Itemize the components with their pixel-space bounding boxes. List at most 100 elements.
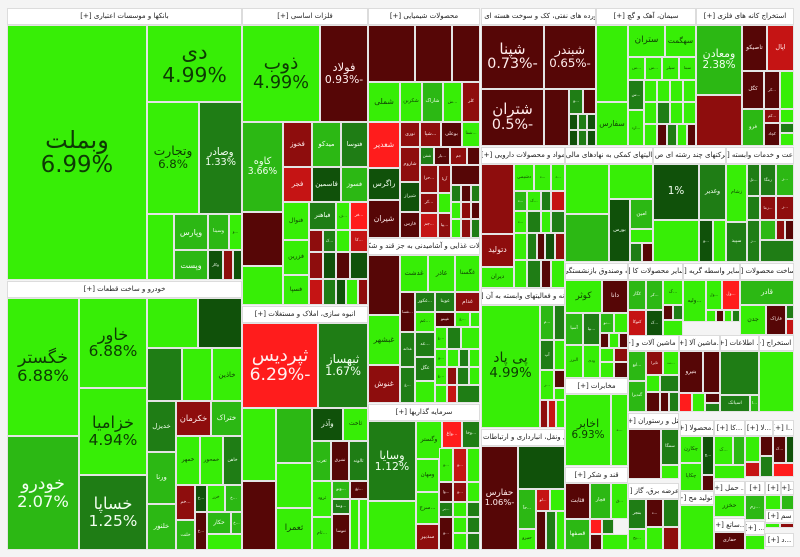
stock-tile[interactable]: ...ق — [611, 483, 628, 519]
stock-tile[interactable] — [551, 211, 565, 233]
stock-tile[interactable] — [368, 501, 416, 550]
stock-tile[interactable]: غدام — [455, 292, 480, 312]
stock-tile[interactable] — [359, 499, 368, 550]
stock-tile[interactable]: خدیزل — [147, 401, 176, 452]
sector-header[interactable]: ...سایر محصولات کا [+] — [628, 263, 683, 280]
stock-tile[interactable] — [630, 243, 642, 262]
stock-tile[interactable]: ...و — [439, 448, 453, 482]
stock-tile[interactable]: ثتوسا — [332, 514, 350, 550]
stock-tile[interactable] — [453, 533, 467, 550]
stock-tile[interactable] — [677, 124, 687, 146]
stock-tile[interactable] — [760, 456, 773, 477]
stock-tile[interactable] — [745, 535, 765, 550]
sector-header[interactable]: ... حمل [+] — [714, 481, 745, 495]
stock-tile[interactable]: ...ک — [646, 310, 663, 336]
stock-tile[interactable] — [198, 298, 242, 348]
sector-header[interactable]: حمل ونقل، انبارداری و ارتباطات [+] — [481, 429, 565, 446]
sector-header[interactable]: مخابرات [+] — [565, 378, 628, 394]
stock-tile[interactable] — [336, 230, 350, 252]
stock-tile[interactable] — [669, 392, 679, 412]
stock-tile[interactable] — [467, 502, 480, 517]
stock-tile[interactable] — [415, 25, 452, 82]
stock-tile[interactable]: شغدیر — [368, 122, 400, 168]
stock-tile[interactable]: وپارس — [174, 214, 208, 250]
stock-tile[interactable] — [470, 312, 480, 327]
stock-tile[interactable]: ...لو — [536, 489, 550, 511]
sector-header[interactable]: ...[+] — [781, 481, 794, 495]
stock-tile[interactable]: غبشهر — [368, 315, 400, 365]
stock-tile[interactable]: سیلر — [662, 57, 679, 80]
stock-tile[interactable]: کوثر — [565, 280, 602, 313]
stock-tile[interactable]: شملی — [368, 82, 400, 122]
stock-tile[interactable] — [578, 130, 587, 146]
stock-tile[interactable] — [657, 102, 670, 124]
stock-tile[interactable] — [760, 220, 776, 240]
stock-tile[interactable]: فولاد -0.93% — [320, 25, 368, 122]
stock-tile[interactable] — [600, 348, 614, 362]
stock-tile[interactable] — [646, 527, 663, 550]
stock-tile[interactable]: ودی — [583, 345, 600, 378]
stock-tile[interactable]: ...فر — [350, 202, 368, 230]
stock-tile[interactable] — [461, 185, 471, 202]
stock-tile[interactable] — [773, 463, 794, 477]
stock-tile[interactable]: ...اتع — [628, 351, 646, 381]
sector-header[interactable]: مواد و محصولات دارویی [+] — [481, 147, 565, 164]
stock-tile[interactable]: غاذر — [428, 255, 455, 292]
stock-tile[interactable] — [600, 362, 614, 378]
stock-tile[interactable]: راگرس — [368, 168, 400, 200]
stock-tile[interactable] — [537, 233, 545, 260]
stock-tile[interactable]: قچار — [590, 483, 611, 519]
stock-tile[interactable] — [447, 385, 457, 403]
stock-tile[interactable]: حتیرو — [518, 529, 536, 550]
stock-tile[interactable]: ثعمرا — [276, 508, 312, 550]
stock-tile[interactable]: حخزر — [714, 495, 745, 517]
stock-tile[interactable] — [350, 252, 368, 279]
stock-tile[interactable]: بورس — [609, 199, 630, 262]
stock-tile[interactable]: قادر — [740, 280, 794, 305]
stock-tile[interactable] — [786, 436, 794, 463]
stock-tile[interactable]: وآذر — [312, 408, 343, 441]
stock-tile[interactable] — [679, 393, 692, 412]
stock-tile[interactable]: ...غسا — [400, 292, 415, 332]
stock-tile[interactable] — [578, 114, 587, 130]
stock-tile[interactable] — [438, 193, 451, 213]
stock-tile[interactable]: فسوز — [341, 167, 368, 202]
stock-tile[interactable]: فاسمین — [312, 167, 341, 202]
stock-tile[interactable]: ستران — [628, 25, 665, 57]
stock-tile[interactable]: ...ش — [443, 82, 462, 122]
stock-tile[interactable]: ثالوند — [349, 441, 368, 481]
stock-tile[interactable] — [471, 219, 480, 238]
stock-tile[interactable]: فباهنر — [309, 202, 336, 230]
sector-header[interactable]: ... [+] — [745, 521, 765, 535]
stock-tile[interactable] — [661, 465, 679, 479]
stock-tile[interactable] — [242, 481, 276, 550]
stock-tile[interactable]: ...م — [540, 305, 554, 340]
stock-tile[interactable]: ...بار — [434, 147, 450, 165]
sector-header[interactable]: ...د [+] — [765, 533, 794, 547]
stock-tile[interactable] — [467, 533, 480, 550]
stock-tile[interactable] — [536, 511, 546, 550]
stock-tile[interactable] — [786, 305, 794, 319]
stock-tile[interactable] — [683, 102, 696, 124]
stock-tile[interactable]: ...واغ — [442, 421, 462, 448]
stock-tile[interactable] — [323, 279, 336, 305]
stock-tile[interactable] — [587, 130, 596, 146]
sector-header[interactable]: ...بیمه وصندوق بازنشستگی [+] — [565, 263, 628, 280]
stock-tile[interactable] — [614, 362, 628, 378]
stock-tile[interactable]: 1% — [653, 164, 699, 220]
stock-tile[interactable] — [683, 80, 696, 102]
stock-tile[interactable] — [747, 196, 760, 220]
stock-tile[interactable]: ...کر — [764, 71, 780, 109]
stock-tile[interactable]: ومهان — [416, 459, 439, 492]
stock-tile[interactable]: ...وخا — [462, 421, 480, 448]
sector-header[interactable]: استخراج کانه های فلزی [+] — [696, 8, 794, 25]
stock-tile[interactable]: غگسنا — [455, 255, 480, 292]
stock-tile[interactable]: ...ارد — [628, 110, 644, 146]
stock-tile[interactable] — [452, 25, 480, 82]
stock-tile[interactable]: سپید — [726, 222, 747, 262]
stock-tile[interactable] — [554, 388, 565, 400]
stock-tile[interactable]: شاروم — [400, 147, 420, 182]
stock-tile[interactable]: فارس — [400, 212, 420, 238]
stock-tile[interactable]: تایرا — [646, 351, 663, 375]
stock-tile[interactable]: حفاری — [714, 532, 745, 550]
